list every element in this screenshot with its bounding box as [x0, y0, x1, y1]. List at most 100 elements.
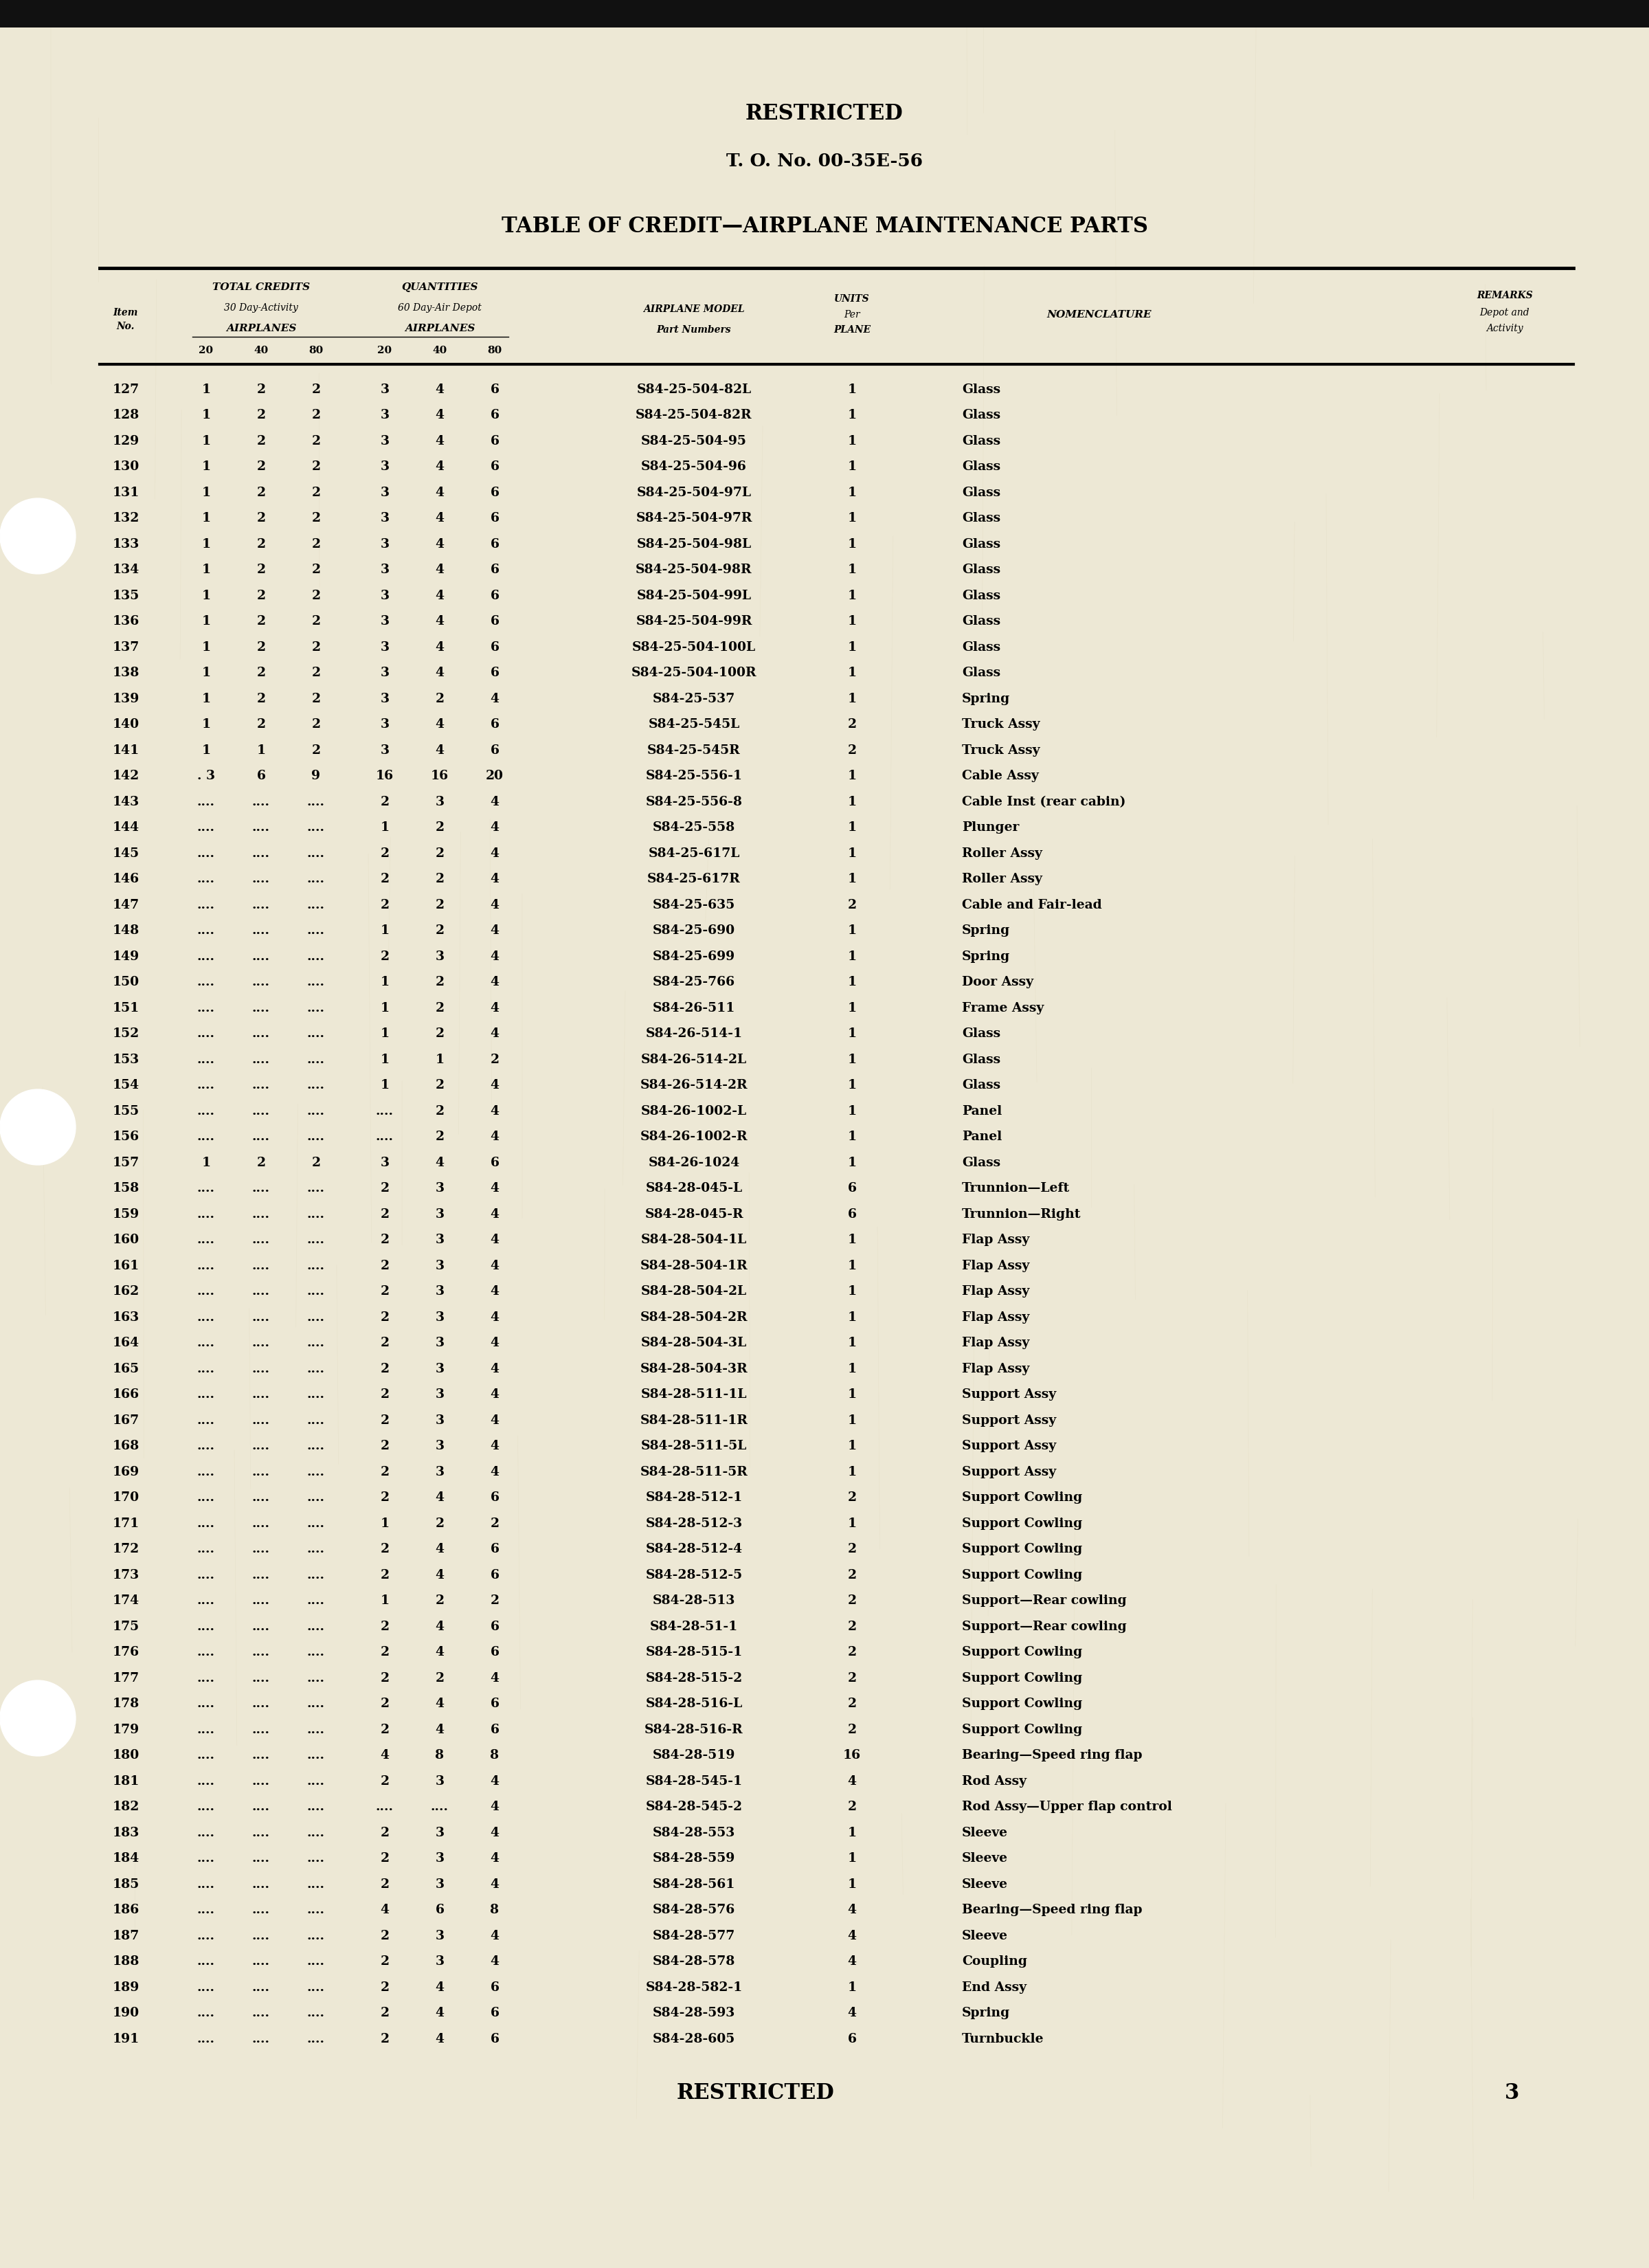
Text: 2: 2 — [381, 1826, 389, 1839]
Text: ....: .... — [252, 1776, 270, 1787]
Text: 6: 6 — [490, 1724, 500, 1735]
Text: 1: 1 — [381, 975, 389, 989]
Text: Rod Assy: Rod Assy — [961, 1776, 1027, 1787]
Text: 2: 2 — [257, 408, 265, 422]
Text: 4: 4 — [490, 1440, 500, 1452]
Text: 4: 4 — [848, 1955, 856, 1969]
Text: 2: 2 — [257, 383, 265, 395]
Text: 172: 172 — [112, 1542, 139, 1556]
Text: ....: .... — [307, 1801, 325, 1812]
Text: 2: 2 — [490, 1052, 500, 1066]
Text: 4: 4 — [435, 1699, 444, 1710]
Text: S84-26-514-2L: S84-26-514-2L — [641, 1052, 747, 1066]
Text: ....: .... — [198, 1903, 214, 1916]
Text: UNITS: UNITS — [834, 295, 869, 304]
Text: 2: 2 — [312, 744, 320, 758]
Text: 2: 2 — [435, 1132, 444, 1143]
Text: S84-25-504-98L: S84-25-504-98L — [637, 538, 752, 551]
Text: 1: 1 — [201, 615, 211, 628]
Text: 4: 4 — [490, 1388, 500, 1402]
Text: Bearing—Speed ring flap: Bearing—Speed ring flap — [961, 1903, 1143, 1916]
Text: Glass: Glass — [961, 408, 1001, 422]
Text: Support—Rear cowling: Support—Rear cowling — [961, 1594, 1126, 1608]
Text: 2: 2 — [312, 692, 320, 705]
Text: 4: 4 — [490, 1672, 500, 1685]
Text: 157: 157 — [112, 1157, 139, 1168]
Text: NOMENCLATURE: NOMENCLATURE — [1047, 311, 1151, 320]
Text: 4: 4 — [490, 1930, 500, 1941]
Text: ....: .... — [307, 1903, 325, 1916]
Text: ....: .... — [252, 1234, 270, 1245]
Text: 1: 1 — [848, 925, 856, 937]
Text: 138: 138 — [112, 667, 139, 678]
Text: 4: 4 — [490, 1363, 500, 1374]
Text: ....: .... — [252, 1982, 270, 1994]
Text: ....: .... — [198, 1878, 214, 1892]
Text: Glass: Glass — [961, 642, 1001, 653]
Text: 60 Day-Air Depot: 60 Day-Air Depot — [397, 304, 482, 313]
Text: REMARKS: REMARKS — [1476, 290, 1534, 299]
Text: ....: .... — [252, 1594, 270, 1608]
Text: 147: 147 — [112, 898, 139, 912]
Text: ....: .... — [198, 925, 214, 937]
Text: ....: .... — [307, 1594, 325, 1608]
Text: ....: .... — [198, 1465, 214, 1479]
Text: ....: .... — [252, 1724, 270, 1735]
Text: ....: .... — [198, 975, 214, 989]
Text: 1: 1 — [848, 590, 856, 601]
Text: ....: .... — [252, 1311, 270, 1325]
Text: 4: 4 — [435, 383, 444, 395]
Text: ....: .... — [198, 1259, 214, 1272]
Text: 163: 163 — [112, 1311, 139, 1325]
Text: 3: 3 — [435, 1465, 444, 1479]
Text: ....: .... — [307, 1027, 325, 1041]
Text: S84-25-617L: S84-25-617L — [648, 848, 740, 860]
Text: 2: 2 — [381, 1440, 389, 1452]
Text: S84-28-504-3R: S84-28-504-3R — [640, 1363, 747, 1374]
Text: 1: 1 — [201, 590, 211, 601]
Text: 4: 4 — [490, 975, 500, 989]
Text: ....: .... — [307, 1492, 325, 1504]
Text: 4: 4 — [490, 1415, 500, 1427]
Text: ....: .... — [252, 1930, 270, 1941]
Text: S84-25-504-82R: S84-25-504-82R — [637, 408, 752, 422]
Text: 137: 137 — [112, 642, 139, 653]
Text: ....: .... — [252, 950, 270, 962]
Text: 4: 4 — [490, 1182, 500, 1195]
Text: 185: 185 — [112, 1878, 139, 1892]
Text: S84-28-51-1: S84-28-51-1 — [650, 1619, 739, 1633]
Text: ....: .... — [307, 1619, 325, 1633]
Text: Truck Assy: Truck Assy — [961, 719, 1041, 730]
Text: 1: 1 — [848, 1286, 856, 1297]
Text: ....: .... — [198, 1826, 214, 1839]
Text: 4: 4 — [490, 1311, 500, 1325]
Text: ....: .... — [307, 1465, 325, 1479]
Text: ....: .... — [307, 1982, 325, 1994]
Text: S84-28-511-1L: S84-28-511-1L — [641, 1388, 747, 1402]
Text: 4: 4 — [490, 1002, 500, 1014]
Text: ....: .... — [307, 1724, 325, 1735]
Text: 190: 190 — [112, 2007, 139, 2019]
Text: 4: 4 — [490, 848, 500, 860]
Text: 189: 189 — [112, 1982, 139, 1994]
Text: 4: 4 — [490, 1826, 500, 1839]
Text: 1: 1 — [848, 1440, 856, 1452]
Text: 1: 1 — [201, 692, 211, 705]
Text: 4: 4 — [435, 1569, 444, 1581]
Text: S84-25-635: S84-25-635 — [653, 898, 735, 912]
Text: Part Numbers: Part Numbers — [656, 324, 731, 336]
Text: 4: 4 — [435, 1542, 444, 1556]
Text: 1: 1 — [201, 460, 211, 474]
Text: 2: 2 — [381, 1776, 389, 1787]
Text: 4: 4 — [435, 2007, 444, 2019]
Text: ....: .... — [252, 1903, 270, 1916]
Text: ....: .... — [198, 2032, 214, 2046]
Text: 1: 1 — [848, 796, 856, 807]
Text: 128: 128 — [112, 408, 139, 422]
Text: 2: 2 — [848, 1492, 856, 1504]
Text: 3: 3 — [435, 950, 444, 962]
Text: Flap Assy: Flap Assy — [961, 1259, 1029, 1272]
Text: 4: 4 — [490, 925, 500, 937]
Text: 139: 139 — [112, 692, 139, 705]
Text: Spring: Spring — [961, 2007, 1011, 2019]
